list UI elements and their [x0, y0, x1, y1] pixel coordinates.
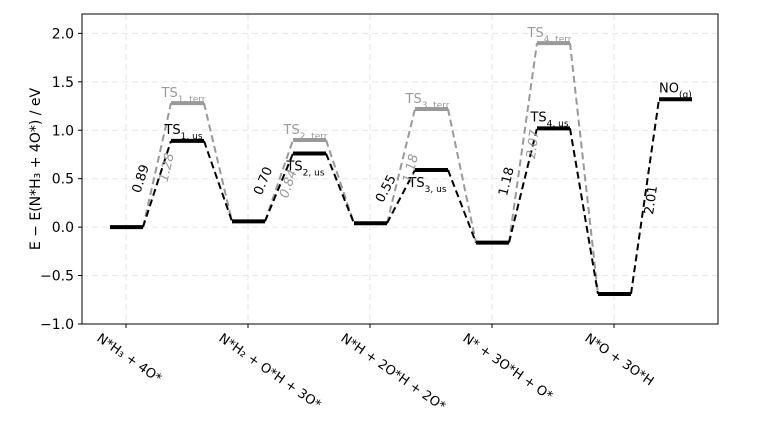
barrier-connector-down [569, 128, 599, 295]
barrier-value-label: 1.18 [400, 153, 421, 185]
x-category-label: N*H₃ + 4O* [94, 331, 165, 387]
barrier-connector-down [325, 139, 355, 224]
x-category-label: N* + 3O*H + O* [460, 331, 556, 404]
y-tick-label: 1.0 [52, 123, 74, 139]
y-tick-label: 0.0 [52, 220, 74, 236]
barrier-connector-up [386, 108, 416, 224]
barrier-connector-up [142, 102, 172, 228]
barrier-connector-down [447, 108, 477, 243]
barrier-connector-down [447, 169, 477, 243]
barrier-connector-up [142, 140, 172, 228]
barrier-connector-down [203, 102, 233, 222]
final-barrier-value-label: 2.01 [642, 185, 661, 216]
y-axis-label: E − E(N*H₃ + 4O*) / eV [28, 87, 44, 250]
barrier-connector-down [325, 153, 355, 224]
barrier-connector-up [264, 153, 294, 222]
y-tick-label: −0.5 [40, 269, 74, 285]
lines-layer [110, 41, 692, 296]
barrier-connector-down [203, 140, 233, 222]
y-tick-label: 1.5 [52, 75, 74, 91]
barrier-connector-up [508, 128, 538, 243]
plot-frame [81, 13, 719, 325]
y-tick-label: 0.5 [52, 172, 74, 188]
barrier-connector-up [386, 169, 416, 224]
barrier-connector-down [569, 42, 599, 295]
x-category-label: N*H₂ + O*H + 3O* [216, 331, 324, 413]
barrier-value-label: 2.07 [524, 128, 543, 159]
barrier-value-label: 1.28 [157, 152, 178, 184]
x-category-label: N*O + 3O*H [582, 331, 656, 389]
x-category-label: N*H + 2O*H + 2O* [338, 331, 449, 415]
barrier-connector-up [508, 42, 538, 243]
y-tick-label: 2.0 [52, 26, 74, 42]
y-tick-label: −1.0 [40, 317, 74, 333]
barrier-value-label: 1.18 [496, 166, 517, 198]
